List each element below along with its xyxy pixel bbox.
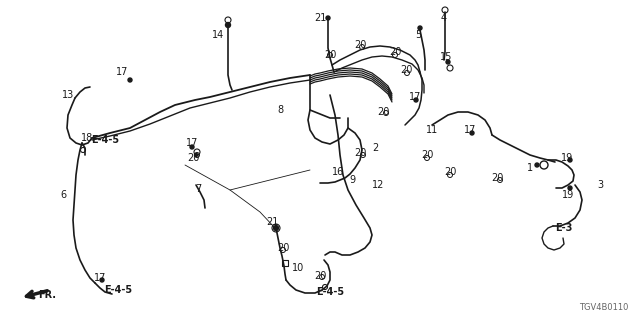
Text: E-4-5: E-4-5 — [316, 287, 344, 297]
Text: 20: 20 — [389, 47, 401, 57]
Text: 13: 13 — [62, 90, 74, 100]
Circle shape — [535, 163, 539, 167]
Text: 14: 14 — [212, 30, 224, 40]
Text: 16: 16 — [332, 167, 344, 177]
Text: 12: 12 — [372, 180, 384, 190]
Text: 20: 20 — [491, 173, 503, 183]
Text: 21: 21 — [314, 13, 326, 23]
Text: 20: 20 — [187, 153, 199, 163]
Text: E-4-5: E-4-5 — [104, 285, 132, 295]
Text: 20: 20 — [444, 167, 456, 177]
Text: 20: 20 — [400, 65, 412, 75]
Text: 20: 20 — [421, 150, 433, 160]
Text: 4: 4 — [441, 13, 447, 23]
Text: 2: 2 — [372, 143, 378, 153]
Text: 20: 20 — [354, 148, 366, 158]
Text: 20: 20 — [277, 243, 289, 253]
Text: 11: 11 — [426, 125, 438, 135]
Circle shape — [418, 26, 422, 30]
Circle shape — [128, 78, 132, 82]
Text: 7: 7 — [195, 184, 201, 194]
Text: 19: 19 — [561, 153, 573, 163]
Text: 18: 18 — [81, 133, 93, 143]
Text: 19: 19 — [562, 190, 574, 200]
Text: 17: 17 — [116, 67, 128, 77]
Text: 20: 20 — [354, 40, 366, 50]
Circle shape — [100, 278, 104, 282]
Circle shape — [195, 154, 198, 156]
Text: E-3: E-3 — [556, 223, 573, 233]
Text: 17: 17 — [464, 125, 476, 135]
Text: TGV4B0110: TGV4B0110 — [579, 303, 628, 312]
Text: 1: 1 — [527, 163, 533, 173]
Text: 17: 17 — [186, 138, 198, 148]
Text: 6: 6 — [60, 190, 66, 200]
Text: 20: 20 — [314, 271, 326, 281]
Text: 17: 17 — [94, 273, 106, 283]
Circle shape — [273, 226, 278, 230]
Circle shape — [470, 131, 474, 135]
Text: 5: 5 — [415, 30, 421, 40]
Text: FR.: FR. — [38, 290, 56, 300]
Text: 10: 10 — [292, 263, 304, 273]
Text: 9: 9 — [349, 175, 355, 185]
Circle shape — [326, 16, 330, 20]
Text: 8: 8 — [277, 105, 283, 115]
Text: 15: 15 — [440, 52, 452, 62]
Text: 20: 20 — [324, 50, 336, 60]
Text: 17: 17 — [409, 92, 421, 102]
Text: 20: 20 — [377, 107, 389, 117]
Circle shape — [190, 145, 194, 149]
Text: E-4-5: E-4-5 — [91, 135, 119, 145]
Text: 3: 3 — [597, 180, 603, 190]
Circle shape — [414, 98, 418, 102]
Text: 21: 21 — [266, 217, 278, 227]
Circle shape — [568, 158, 572, 162]
Circle shape — [568, 186, 572, 190]
Circle shape — [225, 22, 230, 28]
Circle shape — [446, 60, 450, 64]
